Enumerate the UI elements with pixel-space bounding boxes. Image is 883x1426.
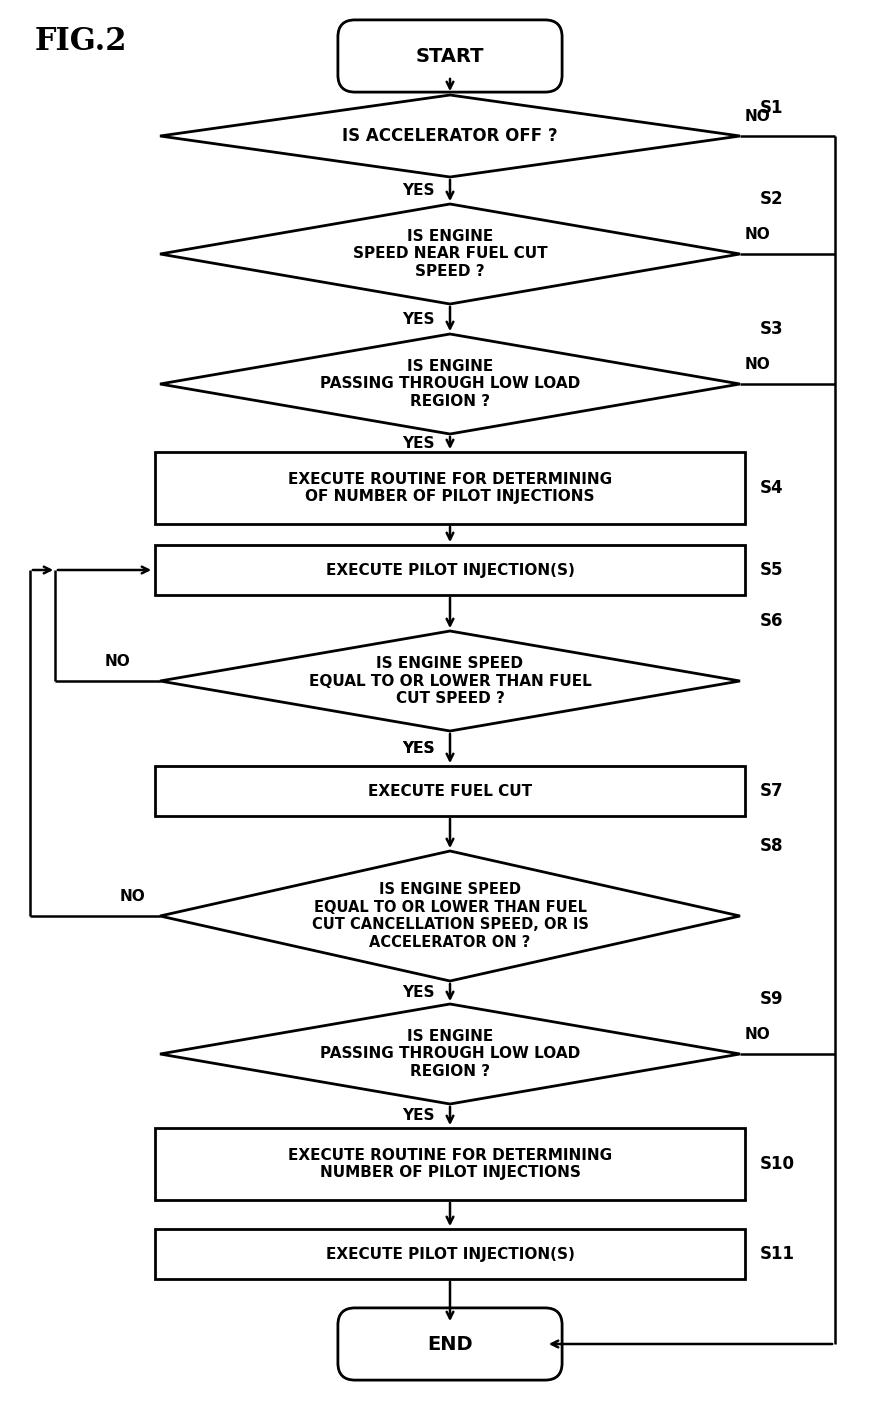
Text: IS ENGINE SPEED
EQUAL TO OR LOWER THAN FUEL
CUT SPEED ?: IS ENGINE SPEED EQUAL TO OR LOWER THAN F… bbox=[309, 656, 592, 706]
Text: IS ENGINE
SPEED NEAR FUEL CUT
SPEED ?: IS ENGINE SPEED NEAR FUEL CUT SPEED ? bbox=[352, 230, 547, 279]
Text: S11: S11 bbox=[760, 1245, 795, 1263]
Text: NO: NO bbox=[745, 356, 771, 372]
Bar bbox=[155, 1128, 745, 1201]
Text: YES: YES bbox=[403, 183, 435, 198]
Text: EXECUTE PILOT INJECTION(S): EXECUTE PILOT INJECTION(S) bbox=[326, 562, 575, 578]
Text: YES: YES bbox=[403, 742, 435, 756]
Polygon shape bbox=[160, 204, 740, 304]
Text: IS ACCELERATOR OFF ?: IS ACCELERATOR OFF ? bbox=[343, 127, 558, 145]
Text: YES: YES bbox=[403, 985, 435, 1000]
Text: NO: NO bbox=[120, 888, 146, 904]
Text: EXECUTE ROUTINE FOR DETERMINING
OF NUMBER OF PILOT INJECTIONS: EXECUTE ROUTINE FOR DETERMINING OF NUMBE… bbox=[288, 472, 612, 505]
Polygon shape bbox=[160, 851, 740, 981]
Text: NO: NO bbox=[745, 1027, 771, 1042]
Text: S7: S7 bbox=[760, 781, 783, 800]
FancyBboxPatch shape bbox=[338, 1308, 562, 1380]
Text: EXECUTE PILOT INJECTION(S): EXECUTE PILOT INJECTION(S) bbox=[326, 1246, 575, 1262]
Text: S1: S1 bbox=[760, 98, 783, 117]
Text: S2: S2 bbox=[760, 190, 783, 208]
Polygon shape bbox=[160, 96, 740, 177]
Polygon shape bbox=[160, 630, 740, 732]
Text: NO: NO bbox=[745, 108, 771, 124]
Text: NO: NO bbox=[105, 655, 131, 669]
Text: IS ENGINE
PASSING THROUGH LOW LOAD
REGION ?: IS ENGINE PASSING THROUGH LOW LOAD REGIO… bbox=[320, 1030, 580, 1079]
Text: S4: S4 bbox=[760, 479, 783, 498]
Text: YES: YES bbox=[403, 311, 435, 327]
Bar bbox=[155, 1229, 745, 1279]
Text: EXECUTE ROUTINE FOR DETERMINING
NUMBER OF PILOT INJECTIONS: EXECUTE ROUTINE FOR DETERMINING NUMBER O… bbox=[288, 1148, 612, 1181]
Text: END: END bbox=[427, 1335, 472, 1353]
Text: S5: S5 bbox=[760, 560, 783, 579]
Text: IS ENGINE
PASSING THROUGH LOW LOAD
REGION ?: IS ENGINE PASSING THROUGH LOW LOAD REGIO… bbox=[320, 359, 580, 409]
Text: YES: YES bbox=[403, 1108, 435, 1124]
Text: FIG.2: FIG.2 bbox=[35, 26, 127, 57]
Text: IS ENGINE SPEED
EQUAL TO OR LOWER THAN FUEL
CUT CANCELLATION SPEED, OR IS
ACCELE: IS ENGINE SPEED EQUAL TO OR LOWER THAN F… bbox=[312, 883, 588, 950]
Text: EXECUTE FUEL CUT: EXECUTE FUEL CUT bbox=[368, 783, 532, 799]
Bar bbox=[155, 545, 745, 595]
Text: S8: S8 bbox=[760, 837, 783, 856]
Text: NO: NO bbox=[745, 227, 771, 242]
Bar bbox=[155, 452, 745, 523]
Polygon shape bbox=[160, 334, 740, 434]
Bar bbox=[155, 766, 745, 816]
FancyBboxPatch shape bbox=[338, 20, 562, 93]
Text: S10: S10 bbox=[760, 1155, 795, 1174]
Text: S3: S3 bbox=[760, 319, 783, 338]
Text: S9: S9 bbox=[760, 990, 783, 1008]
Polygon shape bbox=[160, 1004, 740, 1104]
Text: YES: YES bbox=[403, 742, 435, 756]
Text: START: START bbox=[416, 47, 484, 66]
Text: S6: S6 bbox=[760, 612, 783, 630]
Text: YES: YES bbox=[403, 435, 435, 451]
